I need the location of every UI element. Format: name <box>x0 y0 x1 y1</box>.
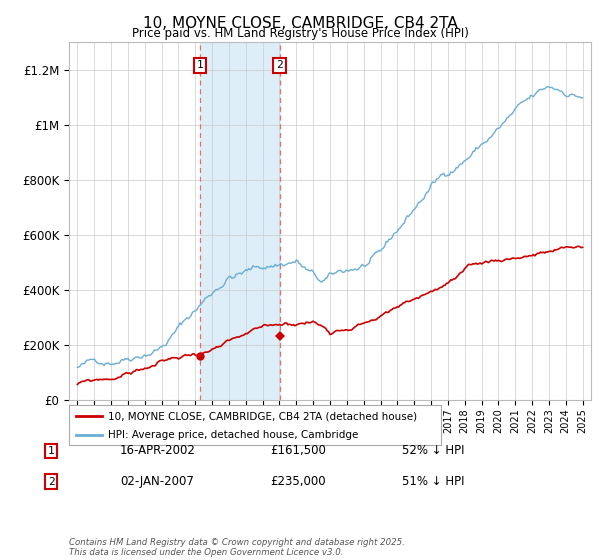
Text: 10, MOYNE CLOSE, CAMBRIDGE, CB4 2TA (detached house): 10, MOYNE CLOSE, CAMBRIDGE, CB4 2TA (det… <box>108 411 417 421</box>
Text: £235,000: £235,000 <box>270 475 326 488</box>
Text: 02-JAN-2007: 02-JAN-2007 <box>120 475 194 488</box>
Text: 1: 1 <box>197 60 203 71</box>
Text: 1: 1 <box>47 446 55 456</box>
Text: HPI: Average price, detached house, Cambridge: HPI: Average price, detached house, Camb… <box>108 430 358 440</box>
Bar <box>200 42 280 400</box>
Text: £161,500: £161,500 <box>270 444 326 458</box>
Text: 10, MOYNE CLOSE, CAMBRIDGE, CB4 2TA: 10, MOYNE CLOSE, CAMBRIDGE, CB4 2TA <box>143 16 457 31</box>
Text: Contains HM Land Registry data © Crown copyright and database right 2025.
This d: Contains HM Land Registry data © Crown c… <box>69 538 405 557</box>
Text: 2: 2 <box>47 477 55 487</box>
Text: 2: 2 <box>276 60 283 71</box>
Text: 51% ↓ HPI: 51% ↓ HPI <box>402 475 464 488</box>
Text: Price paid vs. HM Land Registry's House Price Index (HPI): Price paid vs. HM Land Registry's House … <box>131 27 469 40</box>
Text: 52% ↓ HPI: 52% ↓ HPI <box>402 444 464 458</box>
Text: 16-APR-2002: 16-APR-2002 <box>120 444 196 458</box>
